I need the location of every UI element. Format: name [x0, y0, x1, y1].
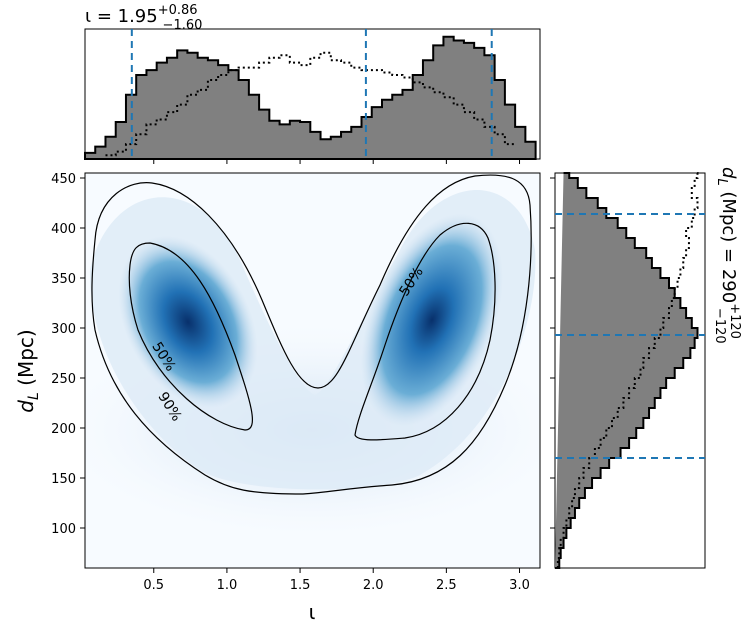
iota-quantile-lines: [130, 29, 493, 159]
right-y-ticks: [550, 177, 555, 529]
x-tick-label: 1.0: [217, 578, 238, 593]
y-tick-label: 200: [51, 422, 76, 437]
iota-posterior-histogram: [84, 35, 537, 160]
x-axis-ticks: 0.5 1.0 1.5 2.0 2.5 3.0: [143, 568, 530, 593]
dl-posterior-histogram: [555, 172, 699, 569]
x-tick-label: 2.0: [363, 578, 384, 593]
y-tick-label: 150: [51, 472, 76, 487]
y-tick-label: 450: [51, 172, 76, 187]
y-tick-label: 350: [51, 272, 76, 287]
density-contours: [91, 174, 532, 495]
contour-50-percent-left: [128, 242, 253, 431]
y-tick-label: 100: [51, 522, 76, 537]
y-axis-label: dL (Mpc): [14, 329, 42, 412]
dl-marginal-panel: [550, 172, 706, 569]
x-axis-label: ι: [309, 600, 316, 624]
y-tick-label: 300: [51, 322, 76, 337]
iota-title: ι = 1.95+0.86 −1.60: [85, 3, 202, 33]
x-tick-label: 2.5: [436, 578, 457, 593]
density-heatmap: [85, 190, 540, 535]
y-tick-label: 250: [51, 372, 76, 387]
x-tick-label: 0.5: [143, 578, 164, 593]
dl-prior-histogram: [556, 172, 699, 568]
dl-quantile-lines: [555, 213, 705, 459]
x-tick-label: 3.0: [509, 578, 530, 593]
dl-result-label: dL (Mpc) = 290+120−120: [712, 167, 742, 344]
main-frame: [84, 172, 541, 569]
iota-marginal-panel: [84, 28, 541, 164]
iota-prior-histogram: [105, 51, 516, 157]
y-axis-ticks: 100 150 200 250 300 350 400 450: [51, 172, 85, 537]
contour-90-percent: [91, 174, 532, 495]
joint-density-panel: 50% 90% 50% 0.5 1.0 1.5 2.0 2.5 3.0 100150200…: [51, 172, 541, 593]
y-tick-label: 400: [51, 222, 76, 237]
x-tick-label: 1.5: [290, 578, 311, 593]
contour-50-percent-right: [354, 222, 496, 441]
top-x-ticks: [153, 159, 521, 164]
